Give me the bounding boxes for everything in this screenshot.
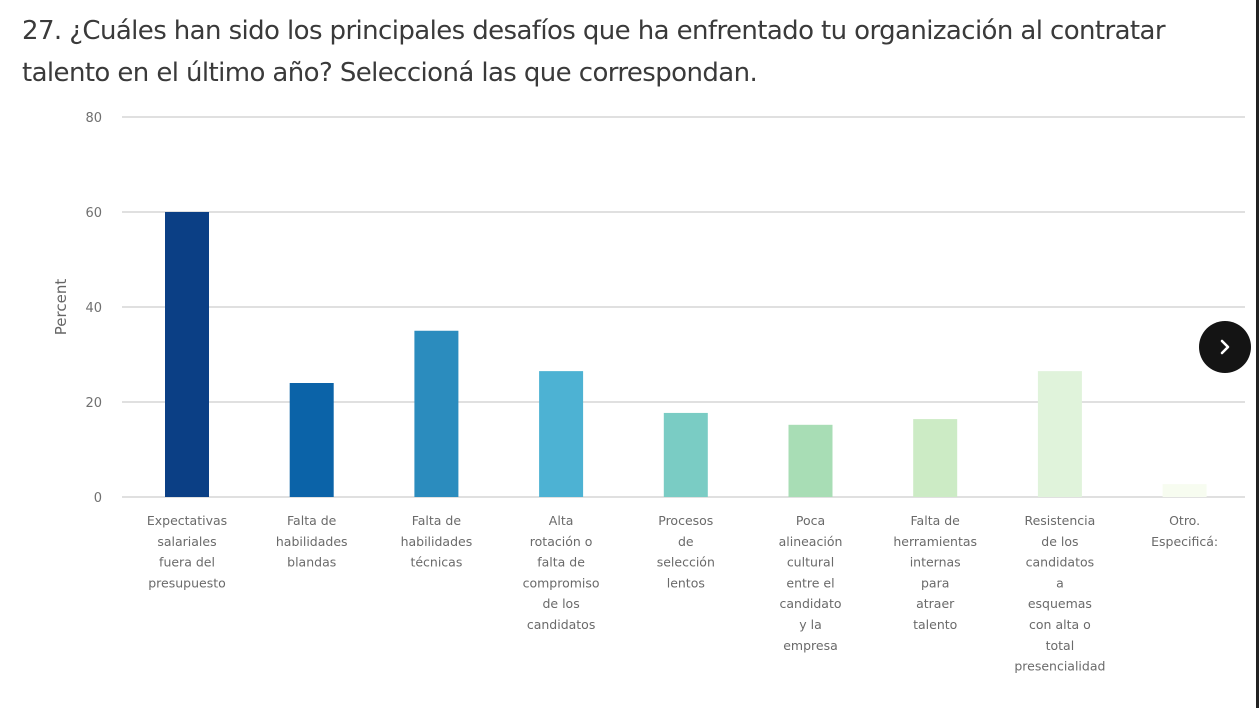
y-axis-label: Percent xyxy=(52,279,70,336)
window-edge xyxy=(1256,0,1259,708)
bar[interactable] xyxy=(1037,371,1082,497)
bar[interactable] xyxy=(788,424,833,497)
bars xyxy=(165,212,1207,497)
bar[interactable] xyxy=(414,330,459,497)
bar[interactable] xyxy=(165,212,209,497)
chevron-right-icon xyxy=(1220,339,1230,355)
x-tick-label: Falta de habilidades técnicas xyxy=(401,513,473,570)
x-tick-label: Otro. Especificá: xyxy=(1151,513,1218,549)
x-axis-labels: Expectativas salariales fuera del presupues… xyxy=(147,513,1218,674)
bar[interactable] xyxy=(539,371,584,497)
x-tick-label: Alta rotación o falta de compromiso de los ca… xyxy=(523,513,600,632)
y-tick-label: 80 xyxy=(85,111,102,126)
x-tick-label: Falta de herramientas internas para atraer ta… xyxy=(893,513,977,632)
x-tick-label: Poca alineación cultural entre el candidato y… xyxy=(779,513,843,653)
y-tick-label: 60 xyxy=(85,206,102,221)
x-tick-label: Resistencia de los candidatos a esquemas con … xyxy=(1014,513,1105,674)
bar[interactable] xyxy=(913,419,958,497)
x-tick-label: Procesos de selección lentos xyxy=(657,513,715,590)
y-tick-label: 0 xyxy=(94,491,102,506)
bar[interactable] xyxy=(663,412,708,497)
y-tick-label: 40 xyxy=(85,301,102,316)
bar[interactable] xyxy=(1162,484,1207,497)
x-tick-label: Falta de habilidades blandas xyxy=(276,513,348,570)
y-tick-label: 20 xyxy=(85,396,102,411)
bar[interactable] xyxy=(289,383,334,497)
next-button[interactable] xyxy=(1199,321,1251,373)
question-title: 27. ¿Cuáles han sido los principales des… xyxy=(22,16,1166,88)
x-tick-label: Expectativas salariales fuera del presupues… xyxy=(147,513,227,590)
y-axis-ticks: 0 20 40 60 80 xyxy=(85,111,102,506)
